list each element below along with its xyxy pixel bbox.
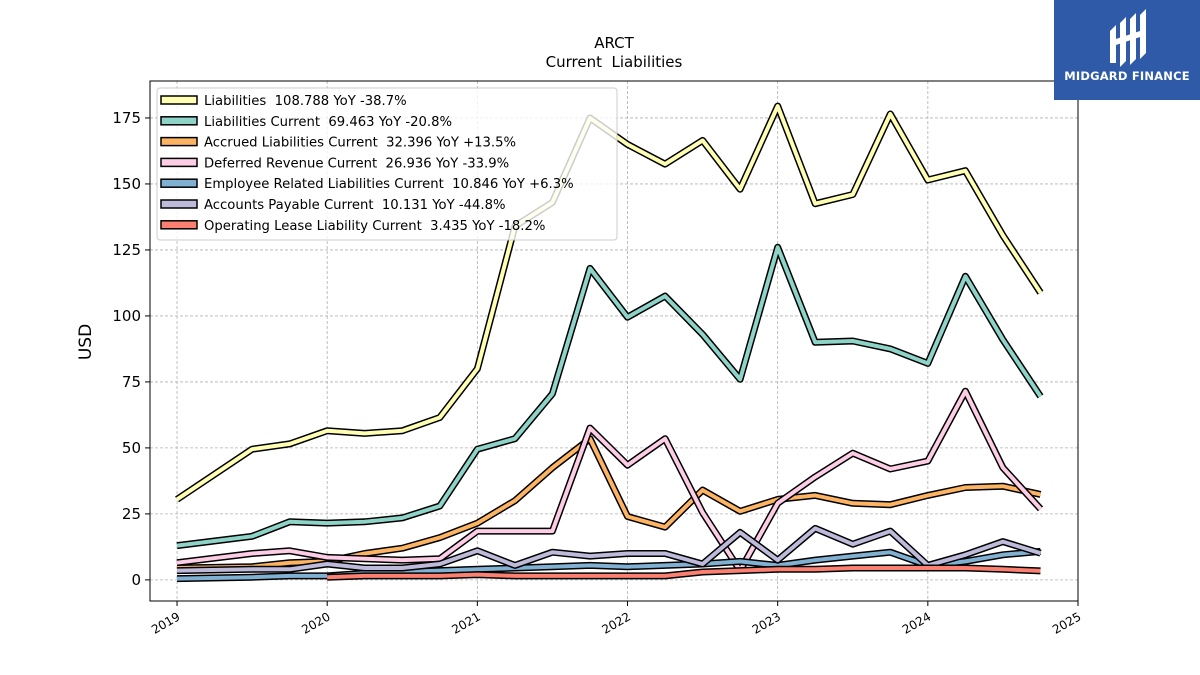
- series-line: [175, 104, 1043, 502]
- y-tick-label: 0: [131, 571, 141, 589]
- series-line: [176, 245, 1043, 548]
- x-tick-label: 2025: [1050, 609, 1083, 636]
- legend-swatch: [160, 95, 198, 105]
- legend-label: Accrued Liabilities Current 32.396 YoY +…: [204, 136, 516, 151]
- legend-label: Liabilities Current 69.463 YoY -20.8%: [204, 115, 452, 130]
- y-axis-label: USD: [76, 324, 96, 360]
- legend-swatch: [160, 220, 198, 230]
- x-axis-ticks: 2019 2020 2021 2022 2023 2024 2025: [149, 601, 1084, 637]
- y-tick-label: 150: [112, 175, 141, 193]
- x-tick-label: 2022: [600, 609, 633, 636]
- y-tick-label: 25: [122, 505, 141, 523]
- series-line: [176, 526, 1042, 573]
- y-axis-ticks: 0 25 50 75 100 125 150 175: [112, 109, 150, 589]
- plot-frame: [149, 80, 1079, 602]
- chart-subtitle: Current Liabilities: [546, 53, 683, 71]
- chart-title: ARCT: [594, 34, 634, 52]
- x-tick-label: 2019: [149, 609, 182, 636]
- legend-swatch: [160, 136, 198, 147]
- y-tick-label: 100: [112, 307, 141, 325]
- legend-box: [156, 87, 618, 241]
- legend-swatch: [160, 157, 198, 168]
- y-tick-label: 175: [112, 109, 141, 127]
- legend: Liabilities 108.788 YoY -38.7% Liabilitie…: [156, 87, 618, 241]
- legend-swatch: [160, 199, 198, 209]
- legend-swatch: [160, 178, 198, 188]
- y-tick-label: 75: [122, 373, 141, 391]
- legend-label: Liabilities 108.788 YoY -38.7%: [204, 94, 407, 109]
- y-tick-label: 50: [122, 439, 141, 457]
- series-line: [327, 566, 1041, 580]
- x-tick-label: 2021: [449, 609, 482, 636]
- brand-logo: MIDGARD FINANCE: [1054, 0, 1200, 100]
- x-tick-label: 2024: [900, 609, 933, 636]
- x-tick-label: 2020: [299, 609, 332, 636]
- x-tick-label: 2023: [750, 609, 783, 636]
- midgard-logo-icon: [1110, 9, 1146, 67]
- series-line: [176, 389, 1042, 573]
- legend-label: Employee Related Liabilities Current 10.…: [204, 177, 574, 192]
- brand-name: MIDGARD FINANCE: [1064, 69, 1190, 83]
- legend-label: Operating Lease Liability Current 3.435 …: [204, 219, 545, 234]
- y-tick-label: 125: [112, 241, 141, 259]
- legend-label: Accounts Payable Current 10.131 YoY -44.…: [204, 198, 506, 213]
- series-lines: [175, 102, 1044, 583]
- legend-label: Deferred Revenue Current 26.936 YoY -33.…: [204, 156, 509, 171]
- legend-swatch: [160, 116, 198, 126]
